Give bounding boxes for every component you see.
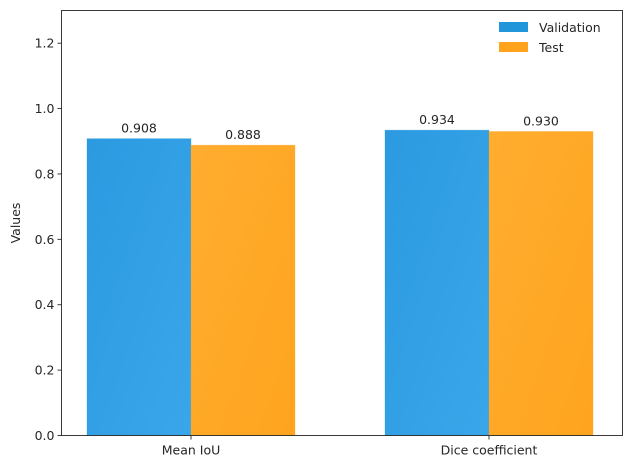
x-axis: Mean IoU Dice coefficient xyxy=(162,435,538,458)
data-label: 0.930 xyxy=(523,113,559,128)
y-axis: 0.0 0.2 0.4 0.6 0.8 1.0 1.2 xyxy=(35,36,62,443)
legend-swatch-test xyxy=(499,42,528,52)
data-label: 0.888 xyxy=(225,127,261,142)
data-label: 0.908 xyxy=(121,121,157,136)
y-tick-label: 0.2 xyxy=(35,363,55,378)
y-axis-title: Values xyxy=(8,203,23,244)
bar-validation-dice-coefficient xyxy=(384,129,490,436)
y-tick-label: 0.4 xyxy=(35,297,55,312)
legend-label: Validation xyxy=(539,20,601,35)
bars-layer xyxy=(86,129,594,436)
bar-validation-mean-iou xyxy=(86,138,192,436)
x-tick-label: Mean IoU xyxy=(162,443,221,458)
bar-test-dice-coefficient xyxy=(488,131,594,436)
data-labels-layer: 0.908 0.934 0.888 0.930 xyxy=(121,112,559,142)
y-tick-label: 0.8 xyxy=(35,166,55,181)
y-tick-label: 0.6 xyxy=(35,232,55,247)
y-tick-label: 1.0 xyxy=(35,101,55,116)
y-tick-label: 0.0 xyxy=(35,428,55,443)
y-tick-label: 1.2 xyxy=(35,36,55,51)
legend-swatch-validation xyxy=(499,22,528,32)
plot-frame xyxy=(61,10,623,436)
bar-test-mean-iou xyxy=(190,144,296,436)
legend: Validation Test xyxy=(499,20,601,55)
data-label: 0.934 xyxy=(419,112,455,127)
legend-label: Test xyxy=(538,40,564,55)
x-tick-label: Dice coefficient xyxy=(441,443,538,458)
